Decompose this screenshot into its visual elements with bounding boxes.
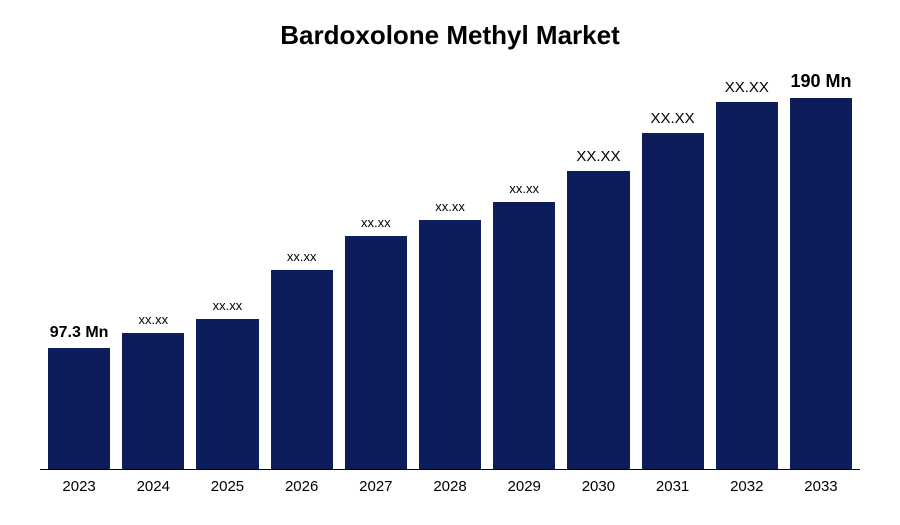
- x-axis: 2023 2024 2025 2026 2027 2028 2029 2030 2031 2032…: [40, 470, 860, 495]
- bar-value-label: xx.xx: [138, 312, 168, 327]
- bar-value-label: xx.xx: [213, 298, 243, 313]
- x-axis-tick: 2027: [345, 478, 407, 495]
- x-axis-tick: 2033: [790, 478, 852, 495]
- bar-wrap: XX.XX: [642, 71, 704, 469]
- plot-area: 97.3 Mn xx.xx xx.xx xx.xx xx.xx xx.xx xx.xx XX.…: [40, 71, 860, 470]
- bar-value-label: xx.xx: [361, 215, 391, 230]
- bar: [196, 319, 258, 469]
- bar-value-label: xx.xx: [509, 181, 539, 196]
- bar-value-label: XX.XX: [725, 79, 769, 96]
- bar-value-label: xx.xx: [287, 249, 317, 264]
- bar-wrap: XX.XX: [716, 71, 778, 469]
- bar: [419, 220, 481, 469]
- bar: [790, 98, 852, 469]
- bar-wrap: xx.xx: [345, 71, 407, 469]
- x-axis-tick: 2024: [122, 478, 184, 495]
- bar: [122, 333, 184, 469]
- bar-wrap: xx.xx: [493, 71, 555, 469]
- chart-title: Bardoxolone Methyl Market: [40, 20, 860, 51]
- bar: [642, 133, 704, 469]
- x-axis-tick: 2026: [271, 478, 333, 495]
- bar: [271, 270, 333, 469]
- bar-value-label: xx.xx: [435, 199, 465, 214]
- bar-value-label: XX.XX: [576, 148, 620, 165]
- bar-wrap: 97.3 Mn: [48, 71, 110, 469]
- bar: [716, 102, 778, 469]
- x-axis-tick: 2030: [567, 478, 629, 495]
- x-axis-tick: 2031: [642, 478, 704, 495]
- bar: [48, 348, 110, 469]
- x-axis-tick: 2029: [493, 478, 555, 495]
- bar-wrap: xx.xx: [419, 71, 481, 469]
- x-axis-tick: 2025: [196, 478, 258, 495]
- x-axis-tick: 2032: [716, 478, 778, 495]
- bar-value-label: 97.3 Mn: [50, 324, 109, 342]
- bar-wrap: xx.xx: [271, 71, 333, 469]
- x-axis-tick: 2023: [48, 478, 110, 495]
- chart-container: Bardoxolone Methyl Market 97.3 Mn xx.xx xx…: [0, 0, 900, 525]
- bar-wrap: xx.xx: [196, 71, 258, 469]
- bar: [567, 171, 629, 470]
- x-axis-tick: 2028: [419, 478, 481, 495]
- bar-value-label: XX.XX: [651, 110, 695, 127]
- bar: [493, 202, 555, 469]
- bar-wrap: xx.xx: [122, 71, 184, 469]
- bar: [345, 236, 407, 469]
- bar-wrap: 190 Mn: [790, 71, 852, 469]
- bar-value-label: 190 Mn: [790, 71, 851, 92]
- bar-wrap: XX.XX: [567, 71, 629, 469]
